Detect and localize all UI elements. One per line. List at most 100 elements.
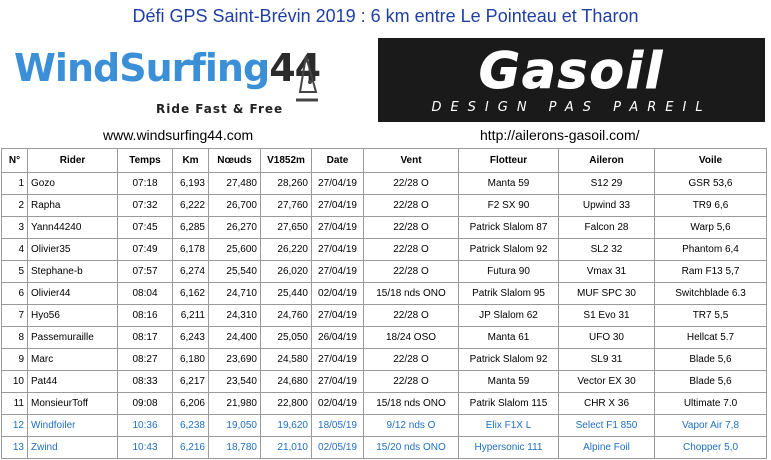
board-cell: Manta 59 (458, 172, 559, 195)
v1852m-cell: 24,580 (260, 348, 312, 371)
v1852m-cell: 24,760 (260, 304, 312, 327)
km-cell: 6,285 (172, 216, 209, 239)
v1852m-cell: 24,680 (260, 370, 312, 393)
rider-cell: Zwind (27, 436, 118, 459)
board-cell: Patrick Slalom 87 (458, 216, 559, 239)
wind-cell: 22/28 O (363, 260, 459, 283)
table-row: 3 Yann44240 07:45 6,285 26,270 27,650 27/04/19… (1, 216, 767, 239)
km-cell: 6,211 (172, 304, 209, 327)
wind-cell: 15/18 nds ONO (363, 282, 459, 305)
rider-cell: Hyo56 (27, 304, 118, 327)
fin-cell: UFO 30 (558, 326, 655, 349)
date-cell: 27/04/19 (311, 172, 364, 195)
rider-cell: Yann44240 (27, 216, 118, 239)
table-row: 4 Olivier35 07:49 6,178 25,600 26,220 27/04/19… (1, 238, 767, 261)
wind-cell: 22/28 O (363, 172, 459, 195)
date-cell: 27/04/19 (311, 370, 364, 393)
gasoil-logo-text: Gasoil (478, 42, 665, 101)
table-row: 2 Rapha 07:32 6,222 26,700 27,760 27/04/19 22/2… (1, 194, 767, 217)
table-row: 7 Hyo56 08:16 6,211 24,310 24,760 27/04/19 22/2… (1, 304, 767, 327)
board-cell: F2 SX 90 (458, 194, 559, 217)
fin-cell: SL9 31 (558, 348, 655, 371)
rider-cell: Olivier44 (27, 282, 118, 305)
rider-cell: Rapha (27, 194, 118, 217)
header-cell: Flotteur (458, 148, 559, 173)
ailerons-gasoil-link[interactable]: http://ailerons-gasoil.com/ (480, 127, 640, 143)
wind-cell: 15/20 nds ONO (363, 436, 459, 459)
rank-cell: 5 (1, 260, 28, 283)
board-cell: Patrik Slalom 115 (458, 392, 559, 415)
windsurfing44-link[interactable]: www.windsurfing44.com (103, 127, 254, 143)
table-row: 11 MonsieurToff 09:08 6,206 21,980 22,800 02/0… (1, 392, 767, 415)
fin-cell: Upwind 33 (558, 194, 655, 217)
sail-cell: Switchblade 6.3 (654, 282, 767, 305)
fin-cell: Falcon 28 (558, 216, 655, 239)
knots-cell: 27,480 (208, 172, 261, 195)
knots-cell: 23,540 (208, 370, 261, 393)
sail-cell: Blade 5,6 (654, 348, 767, 371)
header-cell: N° (1, 148, 28, 173)
wind-cell: 22/28 O (363, 348, 459, 371)
wind-cell: 9/12 nds O (363, 414, 459, 437)
time-cell: 08:33 (117, 370, 173, 393)
windsurfing44-logo-text: WindSurfing44 (14, 46, 321, 90)
knots-cell: 23,690 (208, 348, 261, 371)
km-cell: 6,206 (172, 392, 209, 415)
km-cell: 6,222 (172, 194, 209, 217)
fin-cell: S12 29 (558, 172, 655, 195)
header-cell: Nœuds (208, 148, 261, 173)
date-cell: 27/04/19 (311, 304, 364, 327)
v1852m-cell: 28,260 (260, 172, 312, 195)
sail-cell: TR7 5,5 (654, 304, 767, 327)
board-cell: Hypersonic 111 (458, 436, 559, 459)
logo-text-part1: Wind (14, 46, 120, 90)
rank-cell: 6 (1, 282, 28, 305)
sail-cell: Vapor Air 7,8 (654, 414, 767, 437)
time-cell: 07:57 (117, 260, 173, 283)
results-table: N° Rider Temps Km Nœuds V1852m Date Vent… (1, 148, 767, 459)
board-cell: Manta 61 (458, 326, 559, 349)
v1852m-cell: 26,220 (260, 238, 312, 261)
board-cell: Manta 59 (458, 370, 559, 393)
knots-cell: 26,270 (208, 216, 261, 239)
windsurfing44-logo[interactable]: WindSurfing44 Ride Fast & Free (6, 38, 322, 122)
date-cell: 27/04/19 (311, 348, 364, 371)
rider-cell: Passemuraille (27, 326, 118, 349)
date-cell: 27/04/19 (311, 238, 364, 261)
knots-cell: 24,400 (208, 326, 261, 349)
date-cell: 18/05/19 (311, 414, 364, 437)
rank-cell: 9 (1, 348, 28, 371)
header-cell: Vent (363, 148, 459, 173)
table-row: 13 Zwind 10:43 6,216 18,780 21,010 02/05/19 15/… (1, 436, 767, 459)
rank-cell: 1 (1, 172, 28, 195)
wind-cell: 22/28 O (363, 238, 459, 261)
header-cell: Aileron (558, 148, 655, 173)
time-cell: 07:18 (117, 172, 173, 195)
rank-cell: 13 (1, 436, 28, 459)
wind-cell: 22/28 O (363, 304, 459, 327)
gasoil-logo[interactable]: Gasoil DESIGN PAS PAREIL (378, 38, 765, 122)
time-cell: 08:04 (117, 282, 173, 305)
time-cell: 07:49 (117, 238, 173, 261)
date-cell: 27/04/19 (311, 216, 364, 239)
v1852m-cell: 21,010 (260, 436, 312, 459)
fin-cell: S1 Evo 31 (558, 304, 655, 327)
board-cell: JP Slalom 62 (458, 304, 559, 327)
time-cell: 08:17 (117, 326, 173, 349)
logo-text-part2: Surfing (119, 46, 270, 90)
sail-cell: Ram F13 5,7 (654, 260, 767, 283)
rider-cell: Windfoiler (27, 414, 118, 437)
rider-cell: Gozo (27, 172, 118, 195)
date-cell: 27/04/19 (311, 260, 364, 283)
date-cell: 02/04/19 (311, 282, 364, 305)
rider-cell: Olivier35 (27, 238, 118, 261)
sail-cell: Chopper 5,0 (654, 436, 767, 459)
wind-cell: 18/24 OSO (363, 326, 459, 349)
date-cell: 02/04/19 (311, 392, 364, 415)
fin-cell: Vmax 31 (558, 260, 655, 283)
header-cell: Voile (654, 148, 767, 173)
knots-cell: 18,780 (208, 436, 261, 459)
table-row: 1 Gozo 07:18 6,193 27,480 28,260 27/04/19 22/28… (1, 172, 767, 195)
rank-cell: 11 (1, 392, 28, 415)
time-cell: 09:08 (117, 392, 173, 415)
